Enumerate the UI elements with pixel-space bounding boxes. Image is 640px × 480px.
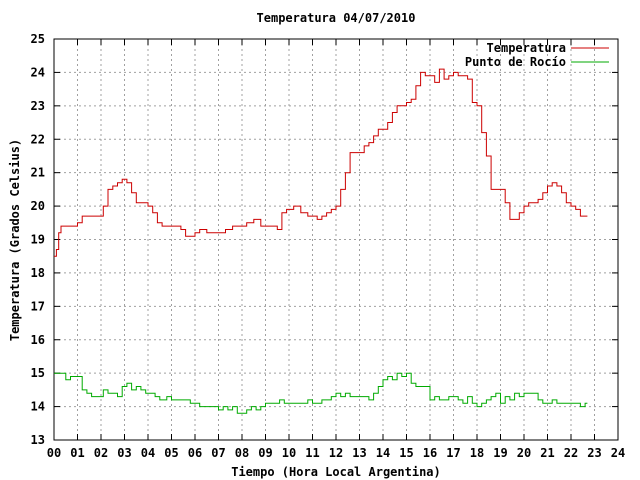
x-tick-label: 03 bbox=[117, 446, 131, 460]
y-tick-label: 22 bbox=[31, 132, 45, 146]
x-tick-label: 15 bbox=[399, 446, 413, 460]
x-tick-label: 19 bbox=[493, 446, 507, 460]
y-tick-label: 24 bbox=[31, 65, 45, 79]
x-tick-label: 18 bbox=[470, 446, 484, 460]
x-tick-label: 08 bbox=[235, 446, 249, 460]
legend-label-punto-de-rocio: Punto de Rocío bbox=[465, 55, 566, 69]
y-axis-label: Temperatura (Grados Celsius) bbox=[8, 139, 22, 341]
x-tick-label: 05 bbox=[164, 446, 178, 460]
x-tick-label: 07 bbox=[211, 446, 225, 460]
x-tick-label: 20 bbox=[517, 446, 531, 460]
x-tick-label: 11 bbox=[305, 446, 319, 460]
x-tick-label: 10 bbox=[282, 446, 296, 460]
x-tick-label: 22 bbox=[564, 446, 578, 460]
legend: Temperatura Punto de Rocío bbox=[465, 41, 609, 69]
y-tick-label: 25 bbox=[31, 32, 45, 46]
x-tick-label: 04 bbox=[141, 446, 155, 460]
x-tick-label: 16 bbox=[423, 446, 437, 460]
x-tick-label: 21 bbox=[540, 446, 554, 460]
x-tick-label: 06 bbox=[188, 446, 202, 460]
x-tick-label: 12 bbox=[329, 446, 343, 460]
y-tick-label: 14 bbox=[31, 400, 45, 414]
y-tick-label: 15 bbox=[31, 366, 45, 380]
y-tick-label: 23 bbox=[31, 99, 45, 113]
x-axis-label: Tiempo (Hora Local Argentina) bbox=[231, 465, 441, 479]
x-tick-label: 09 bbox=[258, 446, 272, 460]
x-tick-label: 01 bbox=[70, 446, 84, 460]
x-tick-label: 17 bbox=[446, 446, 460, 460]
y-tick-label: 17 bbox=[31, 299, 45, 313]
y-tick-label: 20 bbox=[31, 199, 45, 213]
x-tick-label: 14 bbox=[376, 446, 390, 460]
x-tick-label: 02 bbox=[94, 446, 108, 460]
y-tick-label: 13 bbox=[31, 433, 45, 447]
x-tick-label: 13 bbox=[352, 446, 366, 460]
x-tick-label: 23 bbox=[587, 446, 601, 460]
x-tick-label: 24 bbox=[611, 446, 625, 460]
chart-title: Temperatura 04/07/2010 bbox=[257, 11, 416, 25]
legend-label-temperatura: Temperatura bbox=[487, 41, 566, 55]
y-tick-label: 16 bbox=[31, 333, 45, 347]
series-line-punto-de-rocio bbox=[54, 372, 588, 414]
tick-labels: 00 01 02 03 04 05 06 07 08 09 10 11 12 13 14 15 16 17 18 19… bbox=[31, 32, 626, 460]
y-tick-label: 19 bbox=[31, 233, 45, 247]
series-line-temperatura bbox=[54, 68, 588, 257]
x-tick-label: 00 bbox=[47, 446, 61, 460]
y-tick-label: 21 bbox=[31, 166, 45, 180]
y-tick-label: 18 bbox=[31, 266, 45, 280]
grid bbox=[54, 39, 618, 440]
series-lines bbox=[54, 68, 588, 414]
